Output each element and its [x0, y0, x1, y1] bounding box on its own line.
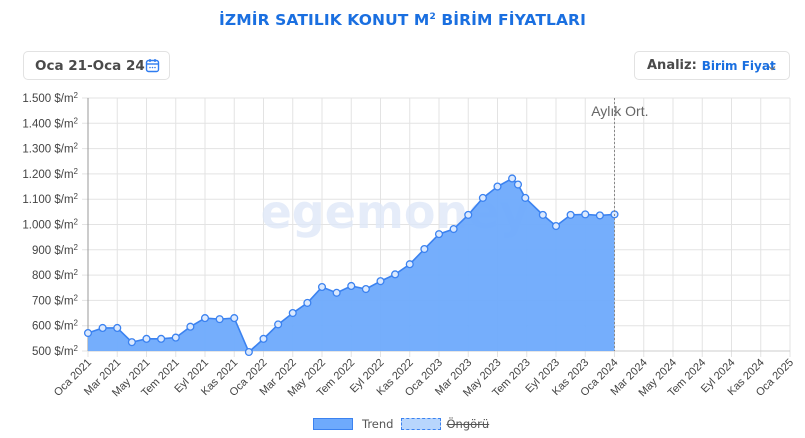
data-point[interactable]: [317, 282, 327, 292]
data-point[interactable]: [391, 270, 400, 279]
y-tick-label: 700 $/m2: [32, 293, 79, 307]
analysis-label: Analiz:: [647, 58, 697, 73]
y-tick-label: 900 $/m2: [32, 243, 79, 257]
y-tick-label: 800 $/m2: [32, 268, 79, 282]
data-point[interactable]: [186, 322, 195, 331]
data-point[interactable]: [521, 193, 530, 202]
data-point[interactable]: [538, 210, 547, 219]
legend-forecast-swatch[interactable]: [401, 418, 442, 430]
legend-trend-label[interactable]: Trend: [362, 417, 394, 431]
data-point[interactable]: [449, 225, 458, 234]
data-point[interactable]: [259, 334, 268, 343]
chevron-down-icon: [767, 61, 777, 76]
analysis-dropdown[interactable]: Analiz: Birim Fiyat: [634, 51, 790, 80]
data-point[interactable]: [332, 288, 341, 297]
y-tick-label: 600 $/m2: [32, 319, 79, 333]
data-point[interactable]: [157, 334, 166, 343]
data-point[interactable]: [83, 328, 93, 338]
trend-area: [88, 178, 615, 353]
data-point[interactable]: [361, 284, 370, 294]
y-tick-label: 1.000 $/m2: [22, 218, 78, 232]
legend-trend-swatch[interactable]: [313, 418, 353, 430]
y-tick-label: 1.100 $/m2: [22, 192, 78, 206]
data-point[interactable]: [127, 338, 136, 347]
data-point[interactable]: [274, 320, 283, 329]
analysis-value: Birim Fiyat: [701, 58, 776, 73]
data-point[interactable]: [493, 182, 502, 191]
data-point[interactable]: [566, 210, 575, 219]
data-point[interactable]: [434, 230, 444, 239]
data-point[interactable]: [551, 221, 561, 231]
data-point[interactable]: [581, 210, 590, 219]
data-point[interactable]: [420, 244, 429, 254]
y-tick-label: 500 $/m2: [32, 344, 79, 358]
data-point[interactable]: [347, 281, 356, 291]
date-range-label: Oca 21-Oca 24: [35, 57, 145, 74]
data-point[interactable]: [244, 347, 253, 357]
data-point[interactable]: [288, 308, 297, 318]
calendar-icon: [145, 58, 160, 77]
data-point[interactable]: [215, 315, 224, 324]
data-point[interactable]: [376, 277, 385, 286]
y-tick-label: 1.300 $/m2: [22, 142, 78, 156]
data-point[interactable]: [113, 323, 122, 333]
data-point[interactable]: [478, 193, 487, 202]
y-tick-label: 1.400 $/m2: [22, 116, 78, 130]
data-point[interactable]: [508, 174, 517, 183]
legend-forecast-label[interactable]: Öngörü: [446, 417, 490, 431]
data-point[interactable]: [200, 314, 210, 323]
chart-legend: Trend Öngörü: [313, 417, 489, 431]
data-point[interactable]: [303, 298, 312, 307]
data-point[interactable]: [171, 333, 180, 342]
y-tick-label: 1.500 $/m2: [22, 91, 78, 105]
date-range-button[interactable]: Oca 21-Oca 24: [23, 51, 170, 80]
monthly-average-label: Aylık Ort.: [591, 103, 648, 119]
data-point[interactable]: [595, 211, 604, 220]
data-point[interactable]: [513, 180, 523, 189]
data-point[interactable]: [142, 334, 151, 343]
y-tick-label: 1.200 $/m2: [22, 167, 78, 181]
data-point[interactable]: [405, 260, 414, 269]
data-point[interactable]: [98, 323, 107, 333]
data-point[interactable]: [464, 210, 473, 219]
data-point[interactable]: [230, 314, 239, 323]
page-title: İZMİR SATILIK KONUT M2 BİRİM FİYATLARI: [219, 11, 586, 29]
